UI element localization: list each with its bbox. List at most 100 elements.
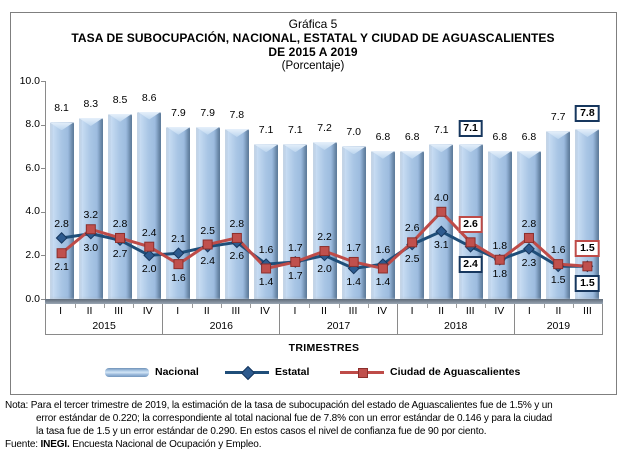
quarter-label: I <box>515 304 545 319</box>
bar-nacional <box>283 144 308 299</box>
bar-nacional <box>516 150 541 299</box>
source-label: Fuente: <box>5 439 41 450</box>
note-line-1: Nota: Para el tercer trimestre de 2019, … <box>5 400 553 411</box>
estatal-value-label: 2.7 <box>112 248 128 261</box>
ciudad-value-label-boxed: 2.6 <box>458 216 483 234</box>
bar-nacional <box>224 128 249 299</box>
bar-value-label: 6.8 <box>375 130 391 143</box>
chart-title-line1: TASA DE SUBOCUPACIÓN, NACIONAL, ESTATAL … <box>71 31 555 45</box>
ciudad-marker-point <box>436 206 447 217</box>
estatal-value-label: 1.6 <box>258 244 274 257</box>
estatal-value-label: 1.8 <box>492 267 508 280</box>
ciudad-value-label: 2.1 <box>54 261 69 274</box>
bar-value-label: 6.8 <box>492 130 508 143</box>
estatal-value-label: 2.6 <box>229 250 245 263</box>
bar-value-label: 8.3 <box>83 98 99 111</box>
estatal-value-label: 2.8 <box>54 217 69 230</box>
legend-label-nacional: Nacional <box>155 366 199 378</box>
estatal-value-label-boxed: 1.5 <box>575 275 600 293</box>
quarter-label: III <box>456 304 486 319</box>
y-axis-tick-mark <box>41 255 45 257</box>
quarter-label: III <box>104 304 135 319</box>
y-axis-tick-label: 2.0 <box>25 248 40 261</box>
source-line: Fuente: INEGI. Encuesta Nacional de Ocup… <box>5 438 631 451</box>
year-label: 2019 <box>546 320 571 332</box>
bar-value-label: 8.1 <box>54 102 69 115</box>
estatal-value-label: 2.4 <box>200 254 215 267</box>
ciudad-value-label: 1.8 <box>492 239 508 252</box>
ciudad-value-label: 3.2 <box>83 209 99 222</box>
source-bold: INEGI. <box>40 439 70 450</box>
chart-titles: Gráfica 5 TASA DE SUBOCUPACIÓN, NACIONAL… <box>10 17 616 73</box>
ciudad-line-swatch-icon <box>340 366 384 378</box>
note-line-3: la tasa fue de 1.5 y un error estándar d… <box>36 426 487 437</box>
ciudad-value-label: 2.5 <box>200 224 215 237</box>
ciudad-value-label: 2.8 <box>112 217 128 230</box>
year-group-2019: I II III 2019 <box>515 304 603 334</box>
y-axis-tick-label: 10.0 <box>19 74 40 87</box>
ciudad-marker-point <box>144 241 155 252</box>
figure-number: Gráfica 5 <box>288 17 338 31</box>
estatal-value-label: 3.1 <box>434 239 449 252</box>
estatal-marker-point <box>523 242 535 255</box>
quarter-label: I <box>398 304 428 319</box>
x-axis-title: TRIMESTRES <box>288 342 360 354</box>
estatal-value-label: 1.7 <box>287 269 303 282</box>
ciudad-value-label: 2.8 <box>521 217 537 230</box>
bar-value-label: 7.8 <box>229 108 245 121</box>
legend-item-nacional: Nacional <box>105 364 199 380</box>
quarter-label: IV <box>494 305 505 317</box>
ciudad-marker-point <box>231 232 242 243</box>
estatal-value-label: 2.3 <box>521 256 537 269</box>
quarter-label: III <box>583 305 592 317</box>
year-group-2017: I II III IV 2017 <box>280 304 398 334</box>
ciudad-marker-point <box>523 232 534 243</box>
y-axis-tick-label: 8.0 <box>25 118 40 131</box>
ciudad-value-label: 4.0 <box>434 191 449 204</box>
quarter-label: III <box>221 304 252 319</box>
ciudad-marker-point <box>494 254 505 265</box>
bar-nacional <box>400 150 425 299</box>
ciudad-value-label: 1.6 <box>550 244 566 257</box>
year-group-2016: I II III IV 2016 <box>163 304 281 334</box>
ciudad-marker-point <box>407 237 418 248</box>
source-rest: Encuesta Nacional de Ocupación y Empleo. <box>69 439 262 450</box>
y-axis-tick-mark <box>41 81 45 82</box>
bar-value-label: 7.9 <box>171 106 186 119</box>
quarter-label: II <box>309 304 340 319</box>
ciudad-value-label: 1.4 <box>375 276 391 289</box>
bar-nacional <box>108 113 133 299</box>
year-group-2018: I II III IV 2018 <box>398 304 515 334</box>
ciudad-marker-point <box>56 248 67 259</box>
ciudad-marker-point <box>290 256 301 267</box>
plot-area: 8.1 8.3 8.5 8.6 7.9 7.9 7.8 7.1 7.1 7.2 7.0 6.8 6.8 7… <box>47 81 602 299</box>
nacional-bar-swatch-icon <box>105 367 149 377</box>
bar-value-label: 7.1 <box>287 124 303 137</box>
y-axis-tick-mark <box>41 168 45 170</box>
quarter-label: I <box>163 304 194 319</box>
x-axis-category-table: I II III IV 2015 I II III IV 2016 I II III IV 2017 I II I… <box>45 304 603 335</box>
ciudad-marker-point <box>319 246 330 257</box>
bar-nacional <box>137 111 162 299</box>
ciudad-marker-point <box>173 259 184 270</box>
estatal-marker-point <box>143 249 156 262</box>
quarter-label: II <box>192 304 223 319</box>
quarter-label: II <box>75 304 106 319</box>
bar-value-label: 8.5 <box>112 93 128 106</box>
bar-nacional <box>370 150 395 299</box>
ciudad-value-label: 1.6 <box>171 272 186 285</box>
bar-value-label: 7.2 <box>317 122 332 135</box>
bar-nacional <box>78 118 103 299</box>
quarter-label: IV <box>377 305 388 317</box>
ciudad-marker-point <box>202 239 213 250</box>
estatal-value-label: 2.5 <box>404 252 420 265</box>
ciudad-value-label: 1.7 <box>346 241 362 254</box>
bar-nacional <box>487 150 512 299</box>
quarter-label: III <box>339 304 369 319</box>
ciudad-marker-point <box>582 261 593 272</box>
ciudad-value-label: 1.7 <box>287 241 303 254</box>
estatal-marker-point <box>55 232 68 244</box>
y-axis-tick-mark <box>41 124 45 126</box>
quarter-label: IV <box>142 305 153 317</box>
